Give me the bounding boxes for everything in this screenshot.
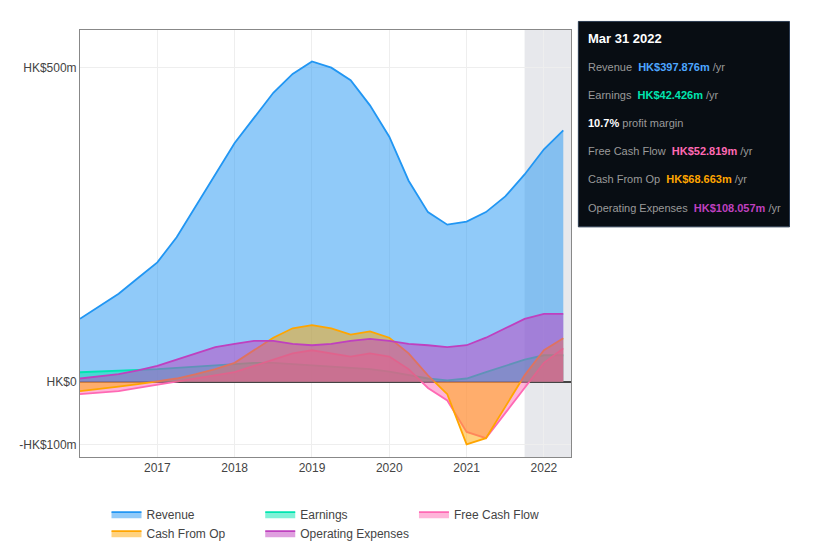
- svg-text:2017: 2017: [144, 461, 171, 475]
- svg-text:Revenue: Revenue: [147, 508, 195, 522]
- svg-text:2018: 2018: [221, 461, 248, 475]
- svg-text:2020: 2020: [376, 461, 403, 475]
- svg-text:Free Cash Flow HK$52.819m /yr: Free Cash Flow HK$52.819m /yr: [588, 145, 753, 157]
- svg-text:HK$500m: HK$500m: [23, 61, 76, 75]
- svg-text:Earnings: Earnings: [300, 508, 347, 522]
- svg-text:2019: 2019: [299, 461, 326, 475]
- svg-text:HK$0: HK$0: [47, 375, 77, 389]
- svg-text:Free Cash Flow: Free Cash Flow: [454, 508, 539, 522]
- svg-text:2021: 2021: [453, 461, 480, 475]
- svg-text:Cash From Op: Cash From Op: [147, 527, 226, 541]
- svg-text:Cash From Op HK$68.663m /yr: Cash From Op HK$68.663m /yr: [588, 173, 747, 185]
- svg-text:Operating Expenses: Operating Expenses: [300, 527, 409, 541]
- svg-text:Operating Expenses HK$108.057: Operating Expenses HK$108.057m /yr: [588, 202, 781, 214]
- svg-text:10.7% profit margin: 10.7% profit margin: [588, 117, 683, 129]
- svg-text:-HK$100m: -HK$100m: [19, 438, 76, 452]
- svg-text:2022: 2022: [531, 461, 558, 475]
- svg-text:Earnings HK$42.426m /yr: Earnings HK$42.426m /yr: [588, 89, 719, 101]
- svg-text:Mar 31 2022: Mar 31 2022: [588, 31, 662, 46]
- svg-text:Revenue HK$397.876m /yr: Revenue HK$397.876m /yr: [588, 61, 725, 73]
